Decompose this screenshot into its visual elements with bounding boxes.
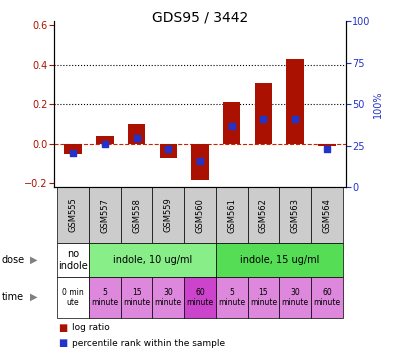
Bar	[191, 144, 209, 180]
Bar	[152, 187, 184, 243]
Bar	[89, 243, 216, 277]
Text: 30
minute: 30 minute	[155, 287, 182, 307]
Bar	[216, 187, 248, 243]
Point	[133, 135, 140, 141]
Text: 0 min
ute: 0 min ute	[62, 287, 84, 307]
Point	[228, 123, 235, 129]
Bar	[216, 243, 343, 277]
Text: ■: ■	[58, 323, 67, 333]
Point	[260, 116, 267, 122]
Bar	[184, 277, 216, 318]
Bar	[121, 187, 152, 243]
Point	[165, 146, 172, 152]
Bar	[160, 144, 177, 158]
Point	[102, 141, 108, 147]
Text: 15
minute: 15 minute	[123, 287, 150, 307]
Bar	[57, 243, 89, 277]
Bar	[184, 187, 216, 243]
Point	[292, 116, 298, 122]
Text: ▶: ▶	[30, 255, 38, 265]
Bar	[248, 277, 279, 318]
Bar	[279, 277, 311, 318]
Text: 60
minute: 60 minute	[186, 287, 214, 307]
Text: indole, 10 ug/ml: indole, 10 ug/ml	[113, 255, 192, 265]
Text: no
indole: no indole	[58, 249, 88, 271]
Bar	[89, 187, 121, 243]
Text: GSM560: GSM560	[196, 198, 204, 232]
Text: GSM563: GSM563	[291, 197, 300, 233]
Text: 30
minute: 30 minute	[282, 287, 309, 307]
Bar	[311, 187, 343, 243]
Bar	[128, 124, 145, 144]
Y-axis label: 100%: 100%	[374, 91, 384, 118]
Bar	[152, 277, 184, 318]
Text: ▶: ▶	[30, 292, 38, 302]
Bar	[96, 136, 114, 144]
Bar	[255, 83, 272, 144]
Text: dose: dose	[2, 255, 25, 265]
Bar	[121, 277, 152, 318]
Bar	[311, 277, 343, 318]
Bar	[89, 277, 121, 318]
Text: 15
minute: 15 minute	[250, 287, 277, 307]
Bar	[279, 187, 311, 243]
Text: GSM557: GSM557	[100, 198, 109, 232]
Text: 5
minute: 5 minute	[91, 287, 118, 307]
Text: GSM561: GSM561	[227, 198, 236, 232]
Text: percentile rank within the sample: percentile rank within the sample	[72, 339, 225, 348]
Text: GSM558: GSM558	[132, 198, 141, 232]
Point	[324, 146, 330, 152]
Text: GDS95 / 3442: GDS95 / 3442	[152, 11, 248, 25]
Point	[197, 158, 203, 164]
Text: indole, 15 ug/ml: indole, 15 ug/ml	[240, 255, 319, 265]
Text: time: time	[2, 292, 24, 302]
Bar	[216, 277, 248, 318]
Bar	[286, 59, 304, 144]
Text: 60
minute: 60 minute	[313, 287, 340, 307]
Point	[70, 150, 76, 155]
Text: log ratio: log ratio	[72, 323, 110, 332]
Bar	[64, 144, 82, 154]
Text: 5
minute: 5 minute	[218, 287, 245, 307]
Text: GSM564: GSM564	[322, 198, 332, 232]
Text: GSM555: GSM555	[68, 198, 78, 232]
Bar	[248, 187, 279, 243]
Bar	[57, 187, 89, 243]
Bar	[57, 277, 89, 318]
Text: GSM562: GSM562	[259, 198, 268, 232]
Text: ■: ■	[58, 338, 67, 348]
Bar	[318, 144, 336, 146]
Text: GSM559: GSM559	[164, 198, 173, 232]
Bar	[223, 102, 240, 144]
